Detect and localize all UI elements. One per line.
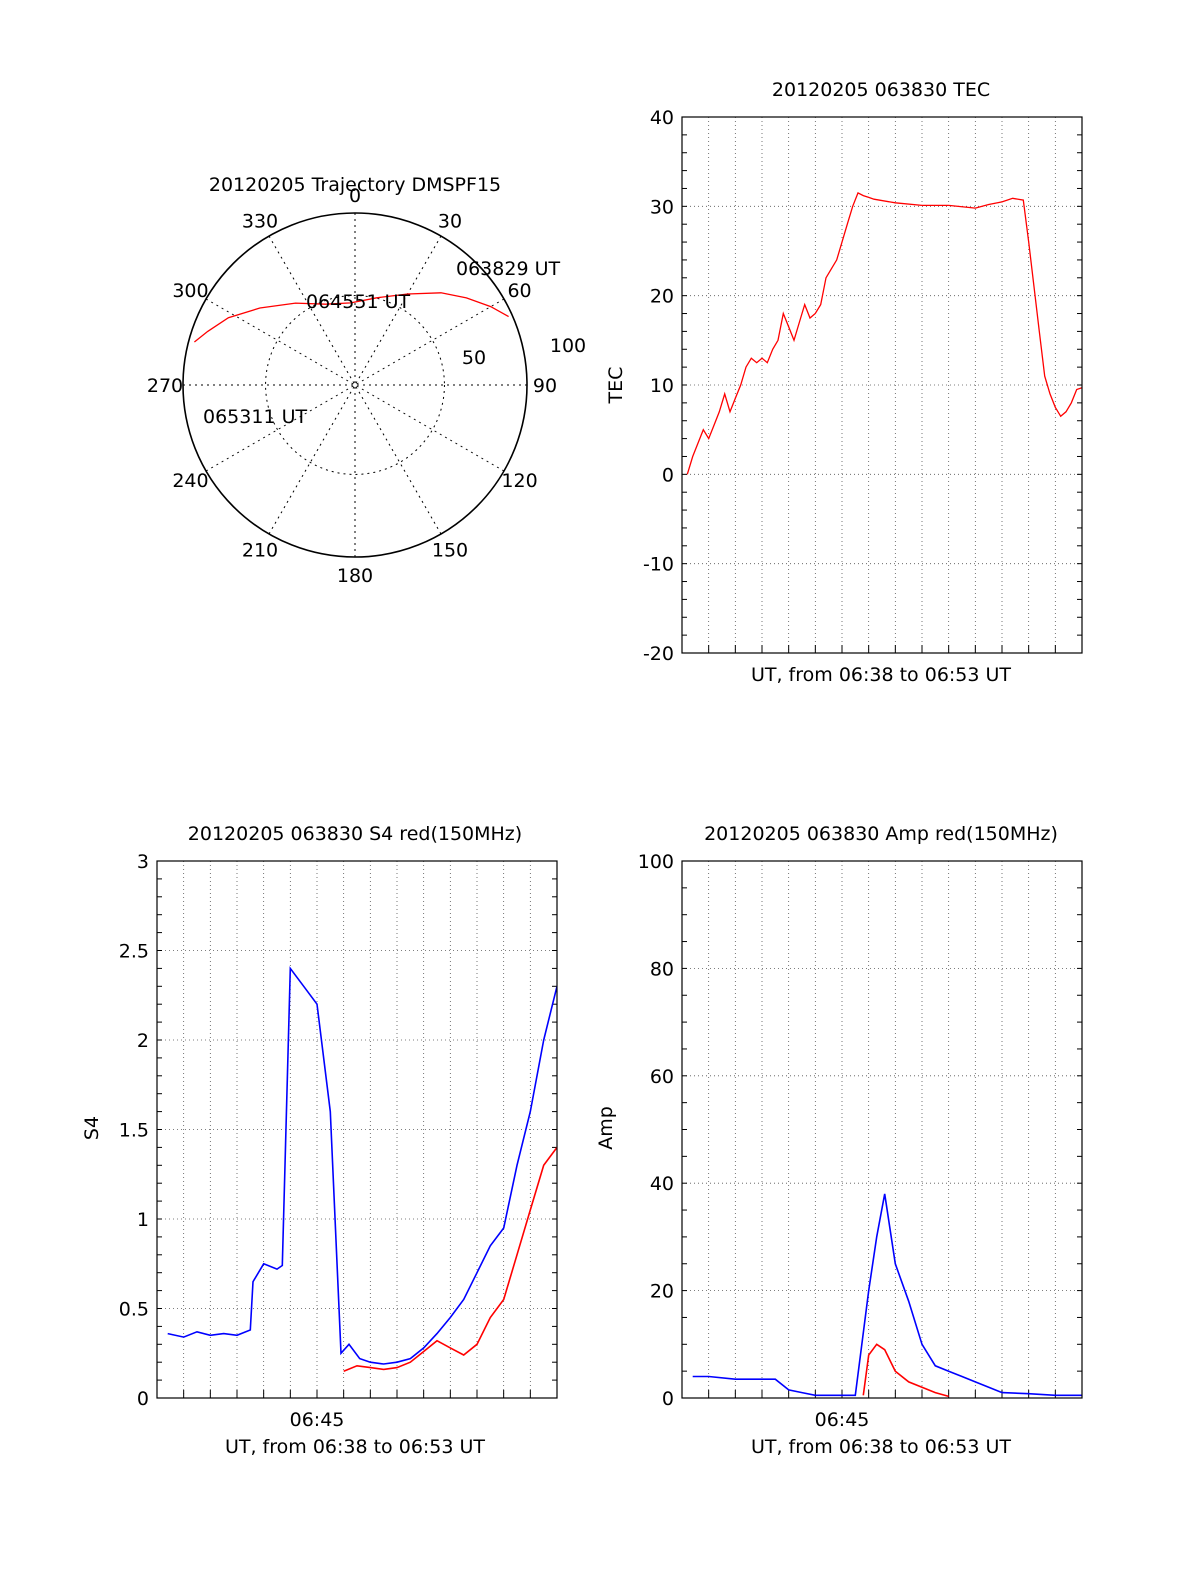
tec-axes: 40 30 20 10 0 -10 -20: [643, 107, 1083, 665]
y-tick-label: 100: [638, 851, 674, 873]
s4-title: 20120205 063830 S4 red(150MHz): [188, 823, 522, 845]
x-tick-label: 06:45: [290, 1409, 345, 1431]
polar-azimuth-label: 300: [172, 280, 208, 302]
polar-inner-ring: [265, 295, 445, 475]
polar-azimuth-label: 90: [533, 375, 557, 397]
polar-grid: [182, 212, 528, 558]
polar-azimuth-label: 150: [432, 540, 468, 562]
s4-ylabel: S4: [81, 1116, 103, 1140]
polar-azimuth-label: 240: [172, 470, 208, 492]
polar-title: 20120205 Trajectory DMSPF15: [209, 174, 501, 196]
polar-azimuth-label: 120: [501, 470, 537, 492]
polar-radial-label-100: 100: [550, 335, 586, 357]
tec-panel: 20120205 063830 TEC UT, from 06:38 to 06…: [605, 79, 1083, 686]
polar-azimuth-label: 210: [242, 540, 278, 562]
y-tick-label: 40: [650, 107, 674, 129]
polar-radial-label-50: 50: [462, 347, 486, 369]
y-tick-label: 0: [137, 1388, 149, 1410]
amp-title: 20120205 063830 Amp red(150MHz): [704, 823, 1058, 845]
tec-ylabel: TEC: [605, 367, 627, 405]
series-line: [343, 1146, 557, 1372]
tec-xlabel: UT, from 06:38 to 06:53 UT: [751, 664, 1011, 686]
amp-panel: 20120205 063830 Amp red(150MHz) UT, from…: [595, 823, 1083, 1458]
amp-ylabel: Amp: [595, 1106, 617, 1150]
series-group: [167, 966, 557, 1372]
series-line: [692, 1193, 1082, 1397]
y-tick-label: 2.5: [119, 941, 149, 963]
y-tick-label: 60: [650, 1066, 674, 1088]
polar-azimuth-labels: 0 30 60 90 120 150 180 210 240 270 300 330: [147, 185, 557, 587]
y-tick-label: 0: [662, 464, 674, 486]
y-tick-label: 1.5: [119, 1120, 149, 1142]
y-tick-label: 1: [137, 1209, 149, 1231]
polar-trajectory-line: [193, 292, 509, 343]
y-tick-label: -10: [643, 554, 674, 576]
polar-trajectory: [193, 292, 509, 343]
y-tick-label: 0: [662, 1388, 674, 1410]
polar-azimuth-label: 0: [349, 185, 361, 207]
plot-frame: [156, 860, 558, 1399]
s4-xlabel: UT, from 06:38 to 06:53 UT: [225, 1436, 485, 1458]
y-tick-label: -20: [643, 643, 674, 665]
series-line: [862, 1343, 949, 1398]
amp-xlabel: UT, from 06:38 to 06:53 UT: [751, 1436, 1011, 1458]
polar-azimuth-label: 30: [438, 210, 462, 232]
s4-panel: 20120205 063830 S4 red(150MHz) UT, from …: [81, 823, 558, 1458]
s4-axes: 3 2.5 2 1.5 1 0.5 0 06:45: [119, 851, 558, 1431]
plot-frame: [681, 116, 1083, 654]
amp-axes: 100 80 60 40 20 0 06:45: [638, 851, 1083, 1431]
polar-annotation-middle: 064551 UT: [306, 291, 410, 313]
polar-annotation-end: 065311 UT: [203, 406, 307, 428]
y-tick-label: 20: [650, 286, 674, 308]
series-line: [686, 191, 1082, 475]
series-line: [167, 966, 557, 1365]
polar-azimuth-label: 180: [337, 565, 373, 587]
series-group: [692, 1193, 1082, 1398]
polar-annotation-start: 063829 UT: [456, 258, 560, 280]
plot-frame: [681, 860, 1083, 1399]
y-tick-label: 30: [650, 196, 674, 218]
y-tick-label: 0.5: [119, 1299, 149, 1321]
y-tick-label: 40: [650, 1173, 674, 1195]
polar-azimuth-label: 60: [507, 280, 531, 302]
x-tick-label: 06:45: [815, 1409, 870, 1431]
tec-title: 20120205 063830 TEC: [772, 79, 990, 101]
y-tick-label: 2: [137, 1030, 149, 1052]
y-tick-label: 80: [650, 958, 674, 980]
series-group: [686, 191, 1082, 475]
y-tick-label: 20: [650, 1281, 674, 1303]
polar-azimuth-label: 270: [147, 375, 183, 397]
polar-panel: 20120205 Trajectory DMSPF15 0 30 60 90 120 15…: [147, 174, 586, 587]
polar-azimuth-label: 330: [242, 210, 278, 232]
y-tick-label: 3: [137, 851, 149, 873]
y-tick-label: 10: [650, 375, 674, 397]
